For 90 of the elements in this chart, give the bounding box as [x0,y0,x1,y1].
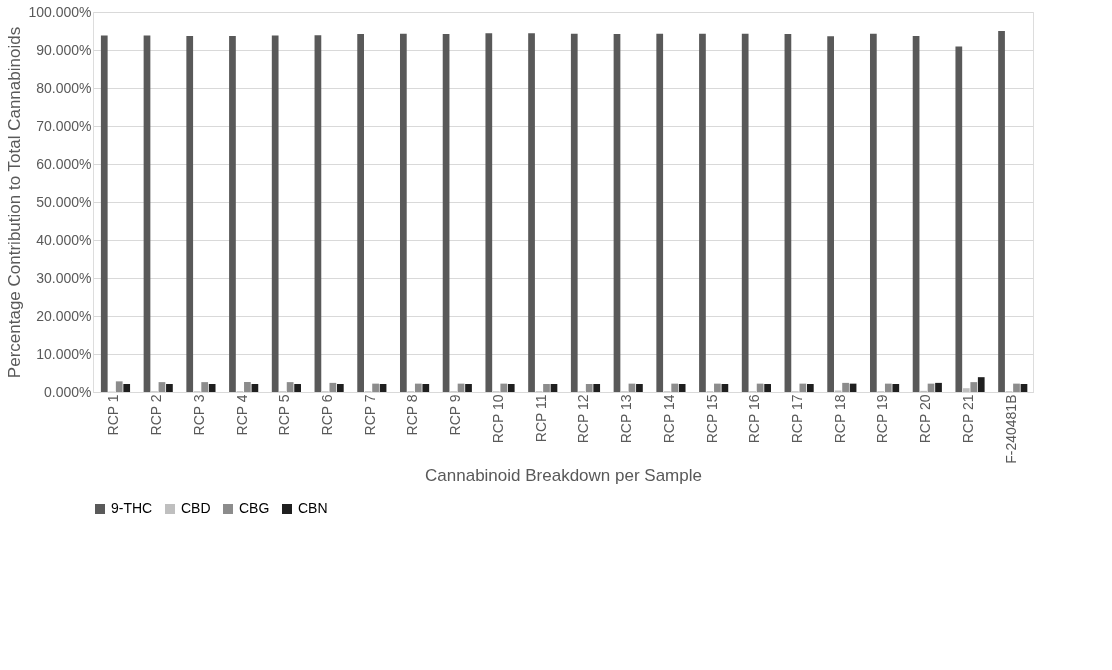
bar [414,383,422,392]
y-tick-label: 70.000% [36,117,92,134]
y-tick-label: 30.000% [36,269,92,286]
y-tick-label: 50.000% [36,193,92,210]
bar [115,381,123,392]
x-tick-label: RCP 17 [789,394,805,444]
bar [714,383,721,392]
y-tick-label: 90.000% [36,41,92,58]
legend-label: CBD [181,500,211,516]
y-axis-title: Percentage Contribution to Total Cannabinoids [5,26,25,379]
bar [806,384,814,392]
x-tick-label: RCP 3 [190,394,207,436]
bar [671,383,679,392]
bar [229,35,236,392]
bar [935,382,942,392]
bar [166,384,173,392]
x-tick-label: RCP 21 [959,394,976,444]
bar [892,384,900,392]
bar [977,377,985,392]
x-axis-title: Cannabinoid Breakdown per Sample [425,465,702,485]
bar [500,383,508,392]
bar [636,384,643,392]
bar [244,382,251,392]
x-tick-label: RCP 11 [532,394,549,443]
x-tick-label: RCP 9 [447,394,464,436]
bar [998,31,1005,392]
bar [585,384,593,392]
x-tick-label: RCP 14 [660,394,677,444]
bar [699,33,706,392]
bar [286,382,294,392]
bar [208,384,216,392]
x-tick-label: RCP 4 [233,394,250,436]
x-tick-label: RCP 20 [917,394,934,444]
x-tick-label: RCP 7 [361,394,378,436]
bar [570,33,578,392]
bar [336,384,344,392]
x-tick-label: RCP 18 [831,394,848,444]
bar [357,34,364,392]
bar [123,384,131,392]
bar [678,384,686,392]
y-tick-label: 20.000% [36,307,92,324]
bar [827,36,834,392]
bar [884,383,892,392]
bar [842,382,849,392]
bar [271,35,279,392]
legend-label: 9-THC [111,500,153,516]
x-tick-label: RCP 19 [874,394,891,444]
bar [528,33,535,392]
bar [799,383,807,392]
x-tick-label: RCP 10 [489,394,506,444]
bar [100,35,108,392]
x-tick-label: RCP 2 [148,394,165,436]
x-tick-label: RCP 8 [404,394,421,436]
y-tick-label: 60.000% [36,155,92,172]
y-tick-label: 80.000% [36,79,92,96]
bar [465,384,472,392]
bar [955,46,963,392]
bar [422,384,430,392]
bar [593,384,601,392]
bar [1013,383,1020,392]
x-tick-label: RCP 6 [319,394,335,436]
bar [201,382,209,392]
bar [507,384,515,392]
bar [485,33,493,392]
x-tick-label: RCP 5 [276,394,293,436]
bar [656,33,664,392]
y-tick-label: 100.000% [28,3,92,20]
legend-label: CBG [239,500,270,516]
y-tick-label: 40.000% [36,231,92,248]
x-tick-label: F-240481B [1002,394,1019,464]
x-tick-label: RCP 16 [746,394,763,444]
bar [870,33,877,392]
legend-label: CBN [298,500,328,516]
x-tick-label: RCP 12 [575,394,592,444]
y-tick-label: 10.000% [36,345,92,362]
bar [764,384,771,392]
x-tick-label: RCP 15 [703,394,720,444]
y-tick-label: 0.000% [44,383,92,400]
bar [962,388,970,392]
bar [329,382,337,392]
bar [741,33,749,392]
x-tick-label: RCP 1 [105,394,122,436]
bar [543,384,550,392]
bar [372,383,379,392]
bar [970,382,978,392]
bar [294,384,301,392]
bar [186,35,194,392]
bar [400,33,407,392]
x-tick-label: RCP 13 [618,394,635,444]
bar [158,382,166,392]
